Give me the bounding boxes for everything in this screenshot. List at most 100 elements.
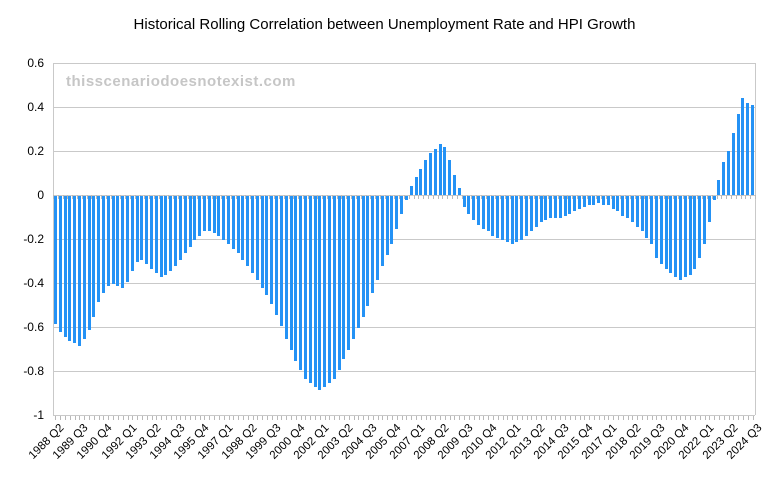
x-axis-minor-tick (651, 416, 653, 420)
correlation-bar (337, 196, 341, 370)
correlation-bar (746, 102, 750, 195)
zero-axis-minor-tick (572, 195, 574, 199)
correlation-bar (366, 196, 370, 306)
x-axis-minor-tick (242, 416, 244, 420)
zero-axis-minor-tick (206, 195, 208, 199)
zero-axis-minor-tick (711, 195, 713, 199)
correlation-bar (188, 196, 192, 247)
correlation-bar (260, 196, 264, 289)
correlation-bar (255, 196, 259, 280)
y-axis-tick-label: -1 (33, 408, 44, 422)
correlation-bar (299, 196, 303, 370)
zero-axis-minor-tick (274, 195, 276, 199)
x-axis-minor-tick (497, 416, 499, 420)
correlation-bar (97, 196, 101, 302)
zero-axis-minor-tick (500, 195, 502, 199)
x-axis-minor-tick (714, 416, 716, 420)
x-axis-minor-tick (464, 416, 466, 420)
zero-axis-minor-tick (384, 195, 386, 199)
x-axis-minor-tick (310, 416, 312, 420)
x-axis-minor-tick (565, 416, 567, 420)
x-axis-minor-tick (516, 416, 518, 420)
zero-axis-minor-tick (331, 195, 333, 199)
correlation-bar (678, 196, 682, 280)
x-axis-minor-tick (579, 416, 581, 420)
zero-axis-minor-tick (399, 195, 401, 199)
x-axis-minor-tick (584, 416, 586, 420)
correlation-bar (501, 196, 505, 240)
correlation-bar (630, 196, 634, 223)
correlation-bar (164, 196, 168, 276)
zero-axis-minor-tick (461, 195, 463, 199)
x-axis-minor-tick (728, 416, 730, 420)
x-axis-minor-tick (185, 416, 187, 420)
x-axis-minor-tick (209, 416, 211, 420)
zero-axis-minor-tick (202, 195, 204, 199)
x-axis-minor-tick (478, 416, 480, 420)
x-axis-minor-tick (170, 416, 172, 420)
zero-axis-minor-tick (702, 195, 704, 199)
correlation-bar (265, 196, 269, 295)
x-axis-minor-tick (593, 416, 595, 420)
correlation-bar (606, 196, 610, 205)
zero-axis-minor-tick (182, 195, 184, 199)
zero-axis-minor-tick (129, 195, 131, 199)
zero-axis-minor-tick (543, 195, 545, 199)
correlation-bar (741, 98, 745, 195)
zero-axis-minor-tick (668, 195, 670, 199)
zero-axis-minor-tick (375, 195, 377, 199)
gridline (53, 107, 755, 108)
correlation-bar (77, 196, 81, 346)
correlation-bar (520, 196, 524, 240)
x-axis-minor-tick (468, 416, 470, 420)
x-axis-minor-tick (74, 416, 76, 420)
x-axis-minor-tick (161, 416, 163, 420)
x-axis-minor-tick (733, 416, 735, 420)
zero-axis-minor-tick (533, 195, 535, 199)
zero-axis-minor-tick (370, 195, 372, 199)
correlation-bar (621, 196, 625, 216)
correlation-bar (308, 196, 312, 383)
x-axis-minor-tick (315, 416, 317, 420)
zero-axis-minor-tick (62, 195, 64, 199)
zero-axis-minor-tick (726, 195, 728, 199)
correlation-bar (419, 168, 423, 195)
zero-axis-minor-tick (418, 195, 420, 199)
zero-axis-minor-tick (312, 195, 314, 199)
zero-axis-minor-tick (476, 195, 478, 199)
x-axis-minor-tick (661, 416, 663, 420)
correlation-bar (669, 196, 673, 273)
x-axis-minor-tick (670, 416, 672, 420)
zero-axis-minor-tick (115, 195, 117, 199)
x-axis-minor-tick (416, 416, 418, 420)
x-axis-minor-tick (492, 416, 494, 420)
x-axis-minor-tick (699, 416, 701, 420)
correlation-bar (82, 196, 86, 339)
x-axis-minor-tick (228, 416, 230, 420)
zero-axis-minor-tick (211, 195, 213, 199)
zero-axis-minor-tick (755, 195, 756, 199)
correlation-bar (635, 196, 639, 227)
correlation-bar (645, 196, 649, 238)
zero-axis-minor-tick (740, 195, 742, 199)
zero-axis-minor-tick (678, 195, 680, 199)
zero-axis-minor-tick (57, 195, 59, 199)
correlation-bar (217, 196, 221, 236)
x-axis-minor-tick (271, 416, 273, 420)
zero-axis-minor-tick (620, 195, 622, 199)
correlation-bar (457, 188, 461, 195)
x-axis-minor-tick (132, 416, 134, 420)
correlation-bar (707, 196, 711, 223)
x-axis-minor-tick (646, 416, 648, 420)
x-axis-minor-tick (199, 416, 201, 420)
zero-axis-minor-tick (428, 195, 430, 199)
zero-axis-minor-tick (716, 195, 718, 199)
x-axis-minor-tick (194, 416, 196, 420)
x-axis-minor-tick (165, 416, 167, 420)
x-axis-minor-tick (175, 416, 177, 420)
x-axis-minor-tick (141, 416, 143, 420)
zero-axis-minor-tick (586, 195, 588, 199)
x-axis-minor-tick (300, 416, 302, 420)
zero-axis-minor-tick (413, 195, 415, 199)
x-axis-minor-tick (391, 416, 393, 420)
